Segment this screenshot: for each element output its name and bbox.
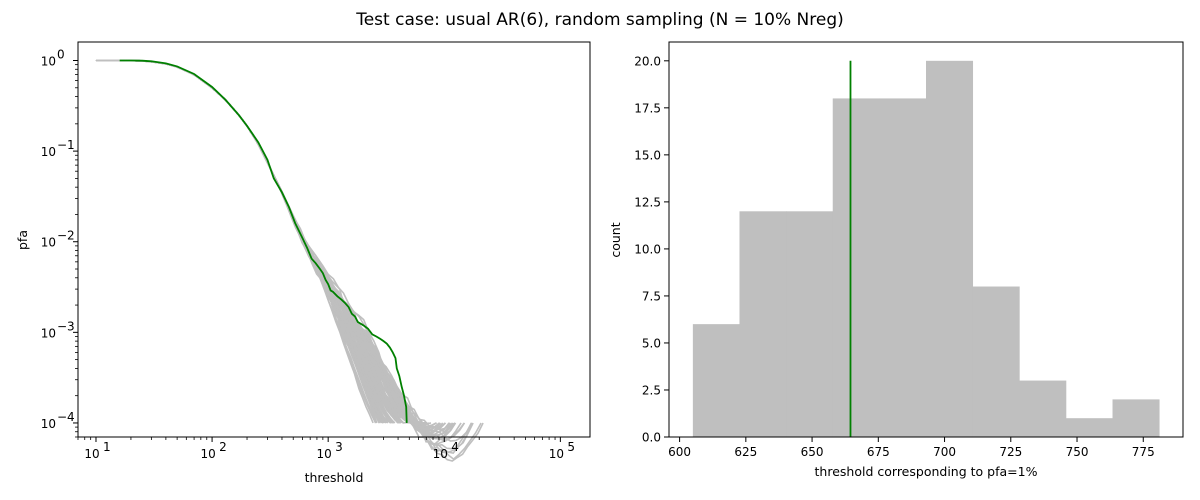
right-axis-ticks: 600 625 650 675 700 725 750 775 0.0 2.5 5.0 7.5 10.0…: [634, 54, 1154, 459]
left-x-tick-exponent-4: 5: [567, 440, 575, 454]
right-y-tick-label-3: 7.5: [642, 289, 661, 303]
threshold-histogram-chart: 600 625 650 675 700 725 750 775 0.0 2.5 5.0 7.5 10.0…: [608, 41, 1184, 479]
left-x-tick-label-0: 10: [84, 447, 99, 461]
left-x-tick-label-2: 10: [317, 447, 332, 461]
left-x-tick-label-3: 10: [433, 447, 448, 461]
left-y-tick-label-3: 10: [41, 326, 56, 340]
right-y-tick-label-0: 0.0: [642, 431, 661, 445]
right-axes-frame: [668, 41, 1184, 438]
figure-title: Test case: usual AR(6), random sampling …: [355, 10, 844, 30]
right-x-axis-label: threshold corresponding to pfa=1%: [815, 464, 1038, 479]
right-y-axis-label: count: [608, 222, 623, 257]
left-y-tick-exponent-0: 0: [57, 47, 65, 61]
right-x-tick-label-6: 750: [1066, 445, 1089, 459]
left-x-tick-label-1: 10: [200, 447, 215, 461]
left-y-tick-label-2: 10: [41, 236, 56, 250]
histogram-bar-7: [1019, 380, 1067, 437]
histogram-bar-6: [972, 286, 1020, 437]
histogram-bar-8: [1065, 418, 1113, 437]
right-x-tick-label-4: 700: [933, 445, 956, 459]
histogram-bar-0: [692, 324, 740, 437]
histogram-bar-3: [832, 98, 880, 438]
left-x-axis-label: threshold: [305, 470, 364, 485]
pfa-curves-plot-area: [95, 59, 484, 462]
right-y-tick-label-1: 2.5: [642, 383, 661, 397]
histogram-bar-2: [786, 211, 834, 437]
right-x-tick-label-5: 725: [999, 445, 1022, 459]
left-x-tick-exponent-2: 3: [335, 440, 343, 454]
left-x-tick-exponent-3: 4: [451, 440, 459, 454]
left-x-tick-exponent-1: 2: [219, 440, 227, 454]
right-x-tick-label-2: 650: [801, 445, 824, 459]
left-y-tick-label-4: 10: [41, 417, 56, 431]
left-y-tick-exponent-3: −3: [57, 319, 75, 333]
right-x-tick-label-0: 600: [668, 445, 691, 459]
right-y-tick-label-7: 17.5: [634, 101, 661, 115]
left-y-tick-exponent-1: −1: [57, 138, 75, 152]
right-y-tick-label-4: 10.0: [634, 242, 661, 256]
left-axes-frame: [77, 41, 591, 438]
left-y-tick-label-0: 10: [41, 54, 56, 68]
right-y-tick-label-2: 5.0: [642, 336, 661, 350]
left-x-tick-label-4: 10: [549, 447, 564, 461]
right-x-tick-label-3: 675: [867, 445, 890, 459]
left-y-tick-exponent-2: −2: [57, 229, 75, 243]
highlight-pfa-curve: [119, 59, 408, 423]
left-x-tick-exponent-0: 1: [103, 440, 111, 454]
right-x-tick-label-1: 625: [734, 445, 757, 459]
right-y-tick-label-8: 20.0: [634, 54, 661, 68]
left-y-tick-label-1: 10: [41, 145, 56, 159]
left-y-tick-exponent-4: −4: [57, 410, 75, 424]
right-x-tick-label-7: 775: [1132, 445, 1155, 459]
histogram-bar-1: [739, 211, 787, 437]
histogram-plot-area: [692, 60, 1160, 438]
right-y-tick-label-6: 15.0: [634, 148, 661, 162]
histogram-bar-5: [926, 60, 974, 438]
left-y-axis-label: pfa: [15, 230, 30, 250]
right-y-tick-label-5: 12.5: [634, 195, 661, 209]
histogram-bar-4: [879, 98, 927, 438]
histogram-bar-9: [1112, 399, 1160, 437]
